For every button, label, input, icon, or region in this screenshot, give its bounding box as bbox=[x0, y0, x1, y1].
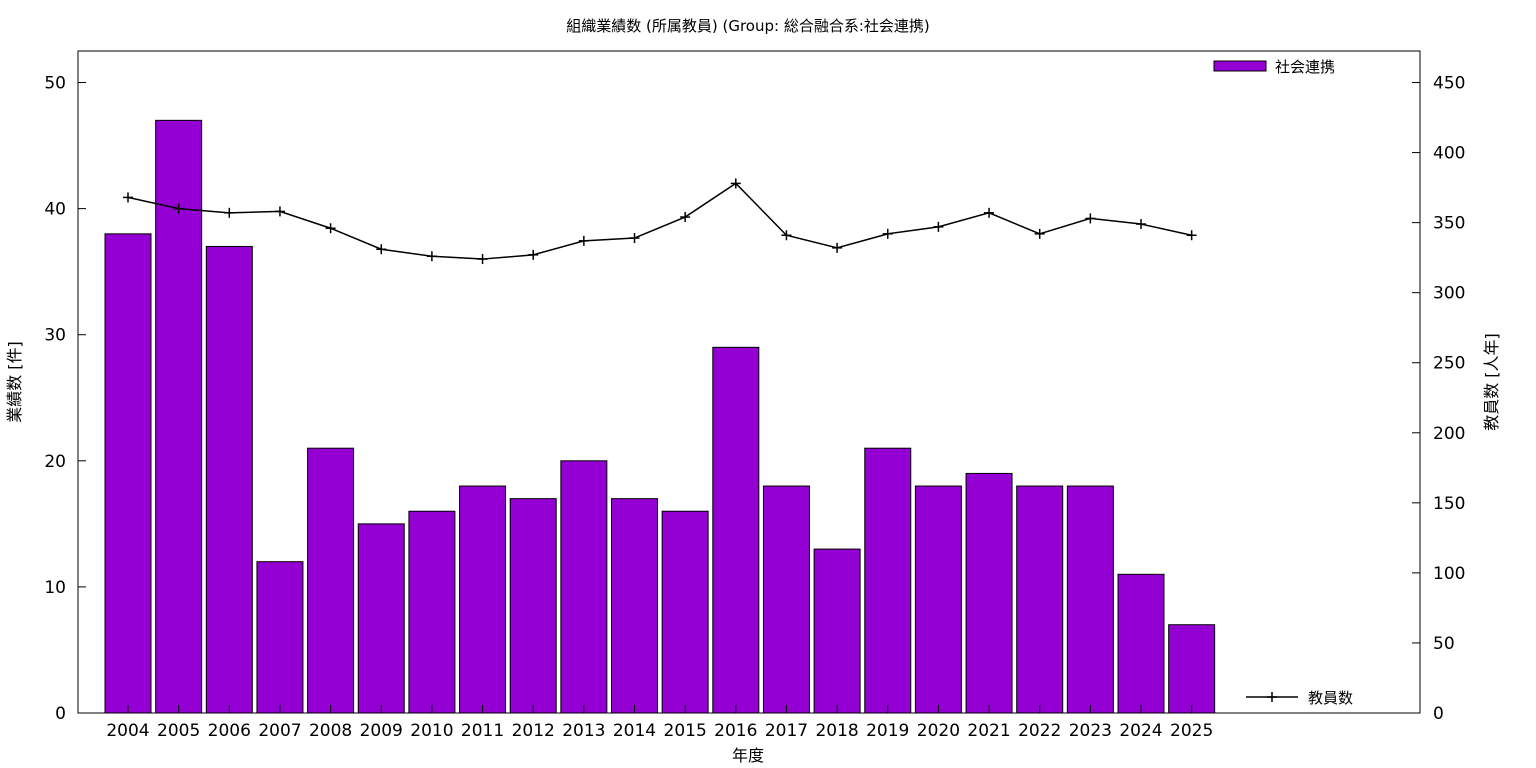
x-tick-label-2015: 2015 bbox=[664, 721, 707, 741]
bar-2019 bbox=[864, 447, 912, 714]
x-tick-label-2018: 2018 bbox=[815, 721, 858, 741]
point-2005 bbox=[173, 203, 184, 214]
left-axis: 0 10 20 30 40 50 bbox=[44, 74, 86, 724]
bar-2014 bbox=[611, 498, 658, 714]
y-tick-label-10: 10 bbox=[44, 578, 66, 598]
point-2019 bbox=[882, 228, 893, 239]
bar-2013 bbox=[560, 460, 608, 714]
x-tick-label-2008: 2008 bbox=[309, 721, 352, 741]
bar-2025 bbox=[1168, 624, 1216, 714]
bar-2022 bbox=[1016, 485, 1064, 714]
y2-tick-label-400: 400 bbox=[1433, 144, 1465, 164]
bar-2015 bbox=[661, 510, 709, 714]
x-tick-label-2010: 2010 bbox=[410, 721, 453, 741]
bar-2008 bbox=[307, 447, 355, 714]
y-tick-label-40: 40 bbox=[44, 200, 66, 220]
legend-bars: 社会連携 bbox=[1213, 58, 1335, 76]
bar-2016 bbox=[712, 346, 760, 714]
point-2010 bbox=[426, 251, 437, 262]
y2-tick-label-50: 50 bbox=[1433, 634, 1455, 654]
point-2007 bbox=[274, 206, 285, 217]
legend-bar-label: 社会連携 bbox=[1275, 58, 1335, 76]
point-2021 bbox=[984, 207, 995, 218]
y2-tick-label-300: 300 bbox=[1433, 284, 1465, 304]
point-2012 bbox=[528, 249, 539, 260]
legend-line: 教員数 bbox=[1246, 689, 1353, 707]
x-tick-label-2013: 2013 bbox=[562, 721, 605, 741]
point-2015 bbox=[680, 212, 691, 223]
point-2017 bbox=[781, 230, 792, 241]
x-tick-label-2014: 2014 bbox=[613, 721, 656, 741]
y2-tick-label-200: 200 bbox=[1433, 424, 1465, 444]
y2-tick-label-150: 150 bbox=[1433, 494, 1465, 514]
y2-tick-label-450: 450 bbox=[1433, 74, 1465, 94]
x-tick-label-2005: 2005 bbox=[157, 721, 200, 741]
bar-2009 bbox=[357, 523, 405, 714]
bar-2004 bbox=[104, 233, 152, 714]
x-tick-label-2006: 2006 bbox=[208, 721, 251, 741]
x-tick-label-2023: 2023 bbox=[1069, 721, 1112, 741]
point-2020 bbox=[933, 221, 944, 232]
legend-line-label: 教員数 bbox=[1308, 689, 1353, 707]
bar-2017 bbox=[762, 485, 810, 714]
plot-frame bbox=[77, 50, 1421, 714]
y-tick-label-0: 0 bbox=[55, 704, 66, 724]
y2-tick-label-0: 0 bbox=[1433, 704, 1444, 724]
point-2008 bbox=[325, 223, 336, 234]
y-tick-label-30: 30 bbox=[44, 326, 66, 346]
x-tick-label-2025: 2025 bbox=[1170, 721, 1213, 741]
bar-2018 bbox=[813, 548, 861, 714]
point-2009 bbox=[376, 244, 387, 255]
right-axis: 0 50 100 150 200 250 300 350 400 450 bbox=[1412, 74, 1465, 724]
x-tick-label-2016: 2016 bbox=[714, 721, 757, 741]
point-2025 bbox=[1186, 230, 1197, 241]
point-2023 bbox=[1085, 213, 1096, 224]
point-2011 bbox=[477, 254, 488, 265]
chart-title: 組織業績数 (所属教員) (Group: 総合融合系:社会連携) bbox=[566, 17, 930, 35]
line-layer bbox=[123, 178, 1197, 265]
x-tick-label-2011: 2011 bbox=[461, 721, 504, 741]
bar-2010 bbox=[408, 510, 456, 714]
y2-tick-label-350: 350 bbox=[1433, 214, 1465, 234]
x-axis: 2004 2005 2006 2007 2008 2009 2010 2011 2012 2013… bbox=[106, 705, 1213, 741]
bar-2020 bbox=[914, 485, 962, 714]
x-tick-label-2021: 2021 bbox=[967, 721, 1010, 741]
bar-2021 bbox=[965, 472, 1013, 714]
x-tick-label-2012: 2012 bbox=[512, 721, 555, 741]
x-tick-label-2017: 2017 bbox=[765, 721, 808, 741]
x-tick-label-2004: 2004 bbox=[106, 721, 149, 741]
x-tick-label-2007: 2007 bbox=[258, 721, 301, 741]
y2-axis-label: 教員数 [人年] bbox=[1482, 333, 1501, 431]
bar-2012 bbox=[509, 498, 557, 714]
x-tick-label-2024: 2024 bbox=[1119, 721, 1162, 741]
point-2014 bbox=[629, 233, 640, 244]
x-tick-label-2020: 2020 bbox=[917, 721, 960, 741]
y-tick-label-20: 20 bbox=[44, 452, 66, 472]
y-tick-label-50: 50 bbox=[44, 74, 66, 94]
bar-2011 bbox=[459, 485, 507, 714]
point-2016 bbox=[730, 178, 741, 189]
point-2004 bbox=[123, 192, 133, 203]
point-2024 bbox=[1136, 219, 1146, 230]
legend-bar-swatch bbox=[1213, 60, 1267, 72]
point-2022 bbox=[1034, 228, 1045, 239]
bar-2005 bbox=[155, 119, 203, 714]
bar-2006 bbox=[205, 245, 253, 714]
y2-tick-label-250: 250 bbox=[1433, 354, 1465, 374]
bar-2024 bbox=[1117, 573, 1165, 714]
y-axis-label: 業績数 [件] bbox=[5, 341, 24, 423]
x-tick-label-2019: 2019 bbox=[866, 721, 909, 741]
point-2013 bbox=[578, 235, 589, 246]
bar-2007 bbox=[256, 561, 304, 714]
point-2018 bbox=[832, 242, 843, 253]
bar-2023 bbox=[1066, 485, 1114, 714]
y2-tick-label-100: 100 bbox=[1433, 564, 1465, 584]
x-tick-label-2009: 2009 bbox=[360, 721, 403, 741]
bars-layer bbox=[104, 119, 1216, 714]
x-axis-label: 年度 bbox=[732, 746, 764, 765]
x-tick-label-2022: 2022 bbox=[1018, 721, 1061, 741]
point-2006 bbox=[224, 207, 235, 218]
line-teacher-count bbox=[127, 182, 1192, 260]
